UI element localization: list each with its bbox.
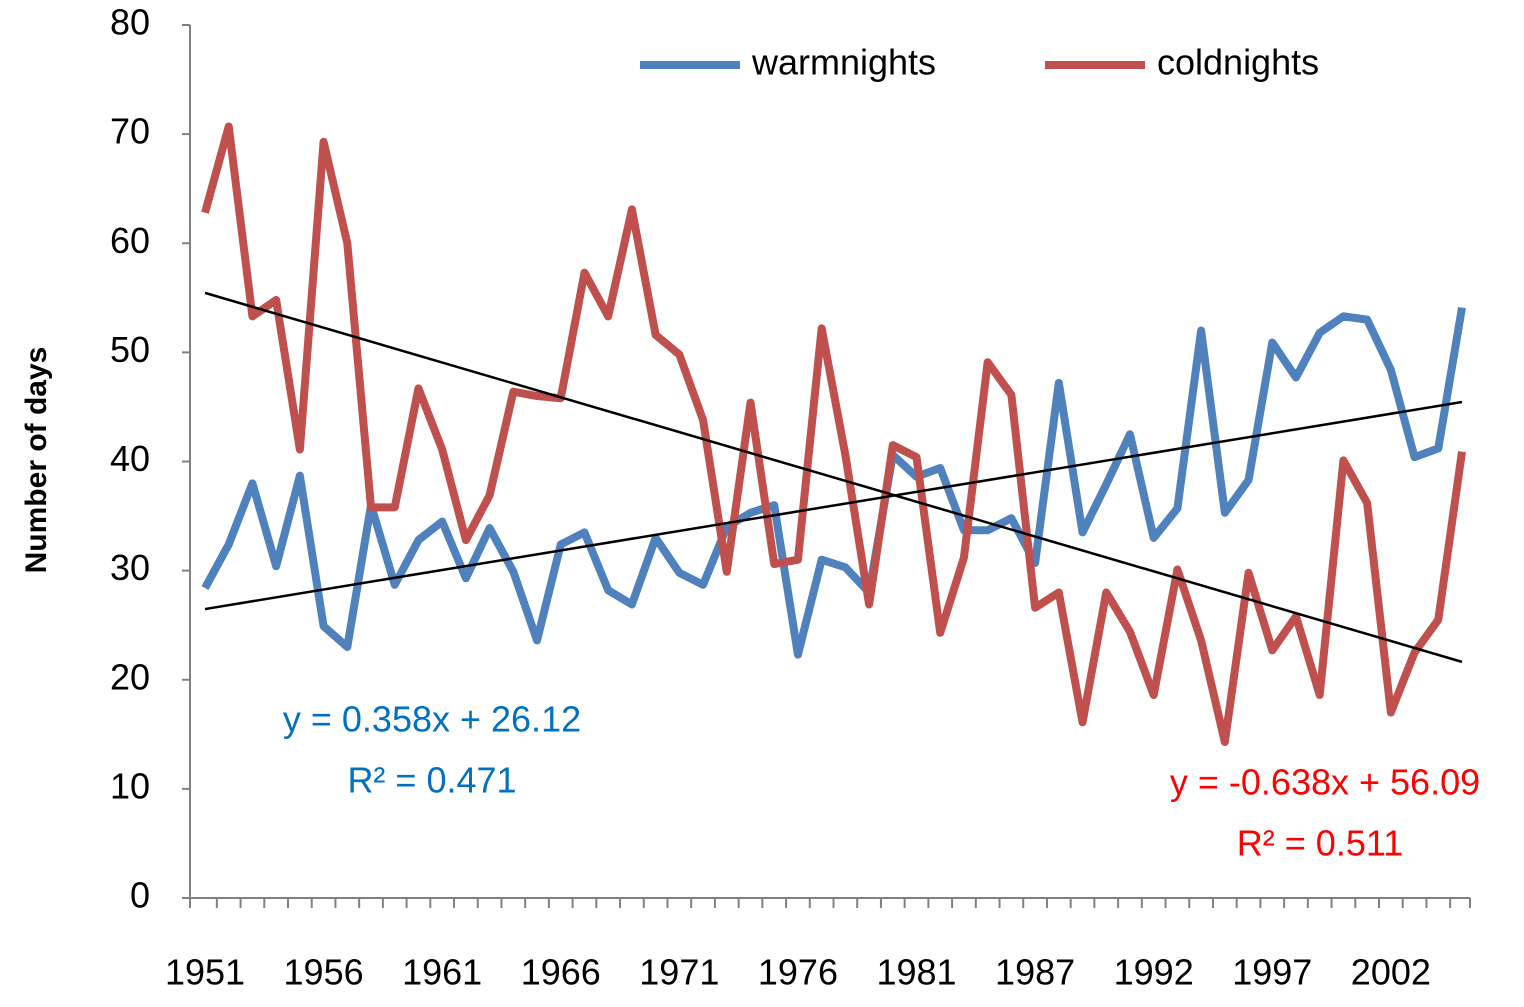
y-axis-title: Number of days — [20, 347, 53, 574]
x-tick-label: 1956 — [284, 952, 364, 993]
x-tick-label: 1961 — [402, 952, 482, 993]
trend-r2: R² = 0.471 — [347, 760, 516, 801]
x-tick-label: 1951 — [165, 952, 245, 993]
y-tick-label: 70 — [110, 111, 150, 152]
x-tick-label: 1971 — [639, 952, 719, 993]
trend-equation: y = -0.638x + 56.09 — [1170, 762, 1480, 803]
x-tick-label: 1992 — [1114, 952, 1194, 993]
trend-r2: R² = 0.511 — [1237, 823, 1403, 864]
y-tick-label: 40 — [110, 438, 150, 479]
line-series — [201, 306, 1466, 659]
trend-equation: y = 0.358x + 26.12 — [283, 699, 581, 740]
x-tick-label: 2002 — [1351, 952, 1431, 993]
y-tick-label: 0 — [130, 875, 150, 916]
legend-label: coldnights — [1157, 42, 1319, 83]
x-tick-label: 1987 — [995, 952, 1075, 993]
trendline — [204, 291, 1463, 664]
x-tick-label: 1976 — [758, 952, 838, 993]
y-tick-label: 20 — [110, 656, 150, 697]
x-tick-label: 1997 — [1232, 952, 1312, 993]
trendline — [204, 400, 1463, 611]
y-tick-label: 30 — [110, 547, 150, 588]
y-tick-label: 80 — [110, 2, 150, 43]
y-tick-label: 60 — [110, 220, 150, 261]
line-series — [201, 122, 1466, 746]
legend-label: warmnights — [751, 42, 936, 83]
y-tick-label: 50 — [110, 329, 150, 370]
y-tick-label: 10 — [110, 765, 150, 806]
x-tick-label: 1966 — [521, 952, 601, 993]
x-tick-label: 1981 — [876, 952, 956, 993]
